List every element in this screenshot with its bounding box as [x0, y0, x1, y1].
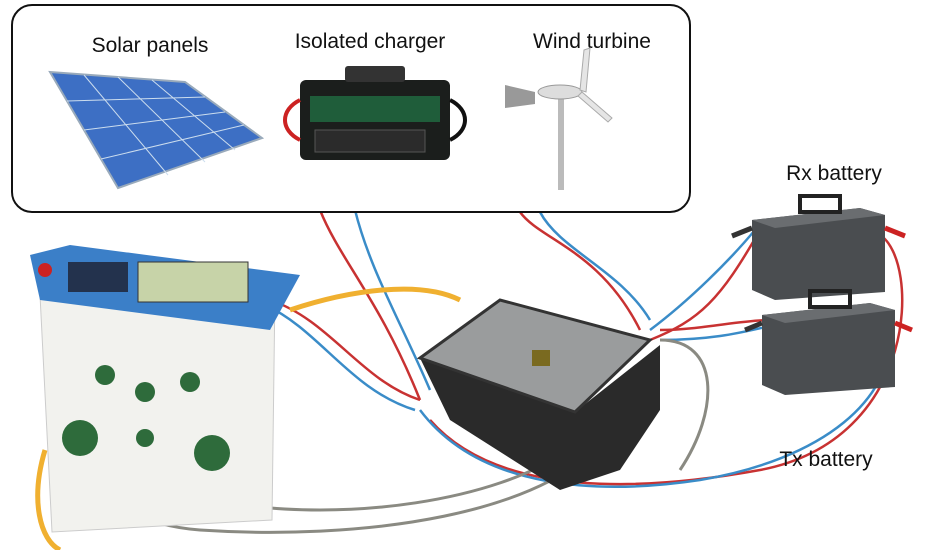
label: Tx battery [779, 448, 873, 471]
transmitter [30, 245, 300, 532]
label: Solar panels [92, 34, 209, 57]
charger [285, 66, 465, 160]
rx-battery-icon [732, 196, 905, 300]
label: Isolated charger [295, 30, 446, 53]
label: Rx battery [786, 162, 882, 185]
tx-battery-icon [745, 291, 912, 395]
diagram: Solar panels Isolated charger Wind turbi… [0, 0, 952, 550]
switch-box [420, 300, 660, 490]
label: Wind turbine [533, 30, 651, 53]
